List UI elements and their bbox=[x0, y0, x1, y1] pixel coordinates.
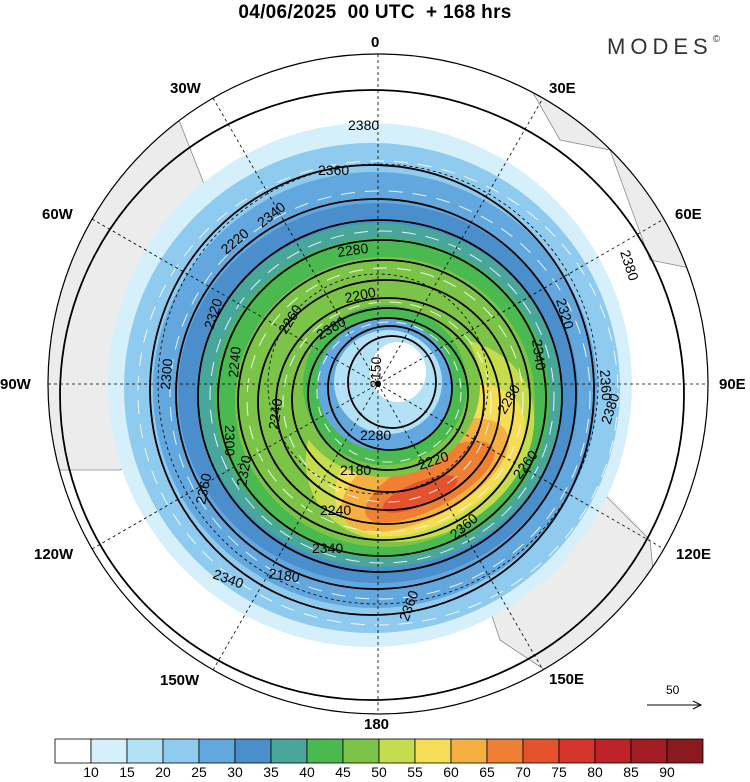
colorbar-tick-label: 50 bbox=[371, 764, 387, 780]
contour-2150 bbox=[347, 335, 437, 429]
lon-label-30w: 30W bbox=[170, 80, 201, 97]
contour-2200 bbox=[307, 317, 469, 471]
contour-label: 2150 bbox=[367, 356, 384, 388]
colorbar bbox=[54, 738, 704, 764]
brand-logo: MODES© bbox=[607, 34, 720, 60]
colorbar-tick-label: 10 bbox=[83, 764, 99, 780]
lon-label-30e: 30E bbox=[549, 80, 576, 97]
wind-scale-arrow-icon bbox=[647, 700, 703, 710]
contour-2320 bbox=[197, 219, 563, 573]
contour-label: 2360 bbox=[597, 369, 615, 401]
vector-ring-4 bbox=[246, 267, 524, 533]
contour-2300 bbox=[217, 239, 547, 557]
brand-mark: © bbox=[712, 34, 721, 45]
contour-label: 2180 bbox=[268, 565, 301, 585]
colorbar-tick-label: 20 bbox=[155, 764, 171, 780]
contour-2220 bbox=[291, 307, 485, 493]
map-title: 04/06/2025 00 UTC + 168 hrs bbox=[238, 2, 512, 23]
contour-label: 2200 bbox=[343, 284, 377, 306]
colorbar-swatch bbox=[198, 738, 236, 764]
lon-label-150e: 150E bbox=[549, 671, 585, 688]
colorbar-swatch bbox=[378, 738, 416, 764]
contour-label: 2240 bbox=[265, 397, 285, 430]
colorbar-tick-label: 85 bbox=[623, 764, 639, 780]
colorbar-swatch bbox=[414, 738, 452, 764]
colorbar-swatch bbox=[666, 738, 704, 764]
colorbar-swatch bbox=[126, 738, 164, 764]
vector-ring-5 bbox=[282, 301, 492, 503]
map-boundary bbox=[47, 53, 709, 715]
colorbar-swatch bbox=[522, 738, 560, 764]
contour-label: 2280 bbox=[360, 427, 391, 443]
contour-label: 2320 bbox=[233, 454, 254, 488]
contour-2340 bbox=[175, 198, 577, 590]
colorbar-tick-label: 90 bbox=[659, 764, 675, 780]
colorbar-tick-label: 35 bbox=[263, 764, 279, 780]
contour-2240 bbox=[275, 297, 501, 511]
lon-label-180: 180 bbox=[364, 716, 390, 733]
colorbar-swatch bbox=[54, 738, 92, 764]
lon-label-60w: 60W bbox=[42, 206, 73, 223]
colorbar-swatch bbox=[90, 738, 128, 764]
colorbar-swatch bbox=[450, 738, 488, 764]
contour-label: 2340 bbox=[312, 540, 343, 556]
colorbar-tick-label: 70 bbox=[515, 764, 531, 780]
lon-label-120e: 120E bbox=[676, 546, 712, 563]
wind-band-75 bbox=[382, 475, 458, 513]
contour-2180 bbox=[327, 325, 453, 451]
lon-label-0: 0 bbox=[371, 34, 380, 51]
contour-label: 2360 bbox=[318, 162, 349, 178]
colorbar-swatch bbox=[270, 738, 308, 764]
colorbar-tick-label: 25 bbox=[191, 764, 207, 780]
brand-text: MODES bbox=[607, 34, 713, 59]
lon-label-90e: 90E bbox=[719, 376, 746, 393]
vector-ring-3 bbox=[209, 230, 555, 564]
colorbar-swatch bbox=[630, 738, 668, 764]
colorbar-tick-label: 75 bbox=[551, 764, 567, 780]
colorbar-swatch bbox=[342, 738, 380, 764]
lon-label-90w: 90W bbox=[0, 376, 31, 393]
wind-scale-label: 50 bbox=[666, 683, 680, 697]
lon-label-120w: 120W bbox=[34, 546, 74, 563]
colorbar-labels: 10 15 20 25 30 35 40 45 50 55 60 65 70 75 80 85 90 bbox=[0, 764, 750, 782]
contour-label: 2240 bbox=[225, 346, 244, 379]
contour-label: 2340 bbox=[529, 338, 549, 371]
vector-ring-2 bbox=[169, 190, 591, 600]
contour-label: 2300 bbox=[157, 358, 176, 391]
colorbar-swatch bbox=[558, 738, 596, 764]
contour-label: 2280 bbox=[336, 240, 369, 260]
colorbar-tick-label: 30 bbox=[227, 764, 243, 780]
contour-label: 2180 bbox=[340, 462, 371, 478]
lon-label-150w: 150W bbox=[160, 672, 200, 689]
contour-label: 2380 bbox=[348, 117, 379, 133]
colorbar-tick-label: 65 bbox=[479, 764, 495, 780]
contour-label: 2240 bbox=[320, 502, 351, 518]
colorbar-swatch bbox=[486, 738, 524, 764]
pole-marker bbox=[375, 381, 381, 387]
colorbar-tick-label: 40 bbox=[299, 764, 315, 780]
contour-label: 2300 bbox=[222, 425, 238, 456]
colorbar-swatch bbox=[162, 738, 200, 764]
colorbar-tick-label: 15 bbox=[119, 764, 135, 780]
contour-label: 2380 bbox=[617, 248, 642, 283]
colorbar-tick-label: 45 bbox=[335, 764, 351, 780]
colorbar-swatch bbox=[234, 738, 272, 764]
colorbar-swatch bbox=[594, 738, 632, 764]
contour-2380 bbox=[59, 89, 685, 701]
contour-2260 bbox=[257, 279, 515, 525]
lon-label-60e: 60E bbox=[675, 206, 702, 223]
colorbar-swatch bbox=[306, 738, 344, 764]
contour-label: 2360 bbox=[192, 472, 214, 506]
contour-2360 bbox=[149, 164, 595, 616]
height-contours bbox=[59, 89, 685, 701]
contour-2280 bbox=[237, 259, 531, 541]
colorbar-tick-label: 55 bbox=[407, 764, 423, 780]
vector-ring-6 bbox=[316, 321, 462, 463]
colorbar-tick-label: 80 bbox=[587, 764, 603, 780]
colorbar-tick-label: 60 bbox=[443, 764, 459, 780]
